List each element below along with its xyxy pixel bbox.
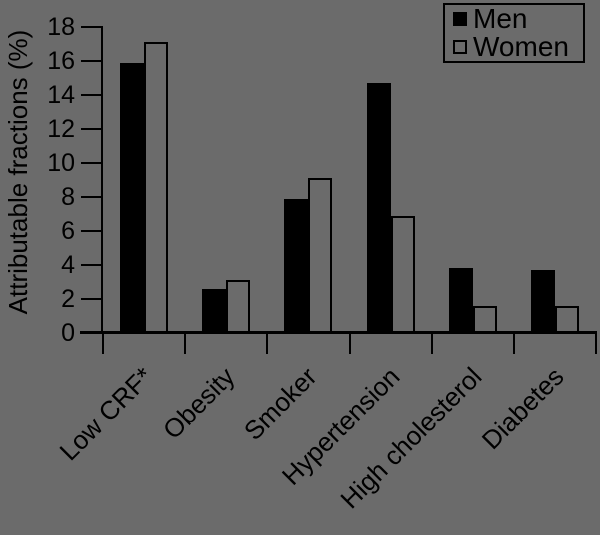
men-swatch-icon — [453, 12, 467, 26]
x-tick-mark — [266, 334, 269, 354]
y-tick-label: 6 — [61, 217, 75, 245]
bar-women-2 — [226, 280, 250, 333]
y-tick-mark — [81, 60, 103, 62]
x-tick-mark — [184, 334, 187, 354]
y-tick-mark — [81, 264, 103, 266]
legend-item-women: Women — [453, 31, 583, 62]
bar-men-6 — [531, 270, 555, 333]
y-tick-label: 14 — [47, 81, 75, 109]
legend: Men Women — [443, 3, 585, 63]
y-tick-mark — [81, 94, 103, 96]
x-axis-line — [80, 331, 597, 334]
y-axis-line — [101, 26, 103, 334]
bar-men-2 — [202, 289, 226, 333]
bar-men-3 — [284, 199, 308, 333]
x-tick-mark — [348, 334, 351, 354]
y-tick-mark — [81, 332, 103, 334]
y-axis-title: Attributable fractions (%) — [3, 29, 33, 315]
legend-label-men: Men — [473, 3, 528, 34]
bar-women-4 — [391, 216, 415, 333]
y-tick-label: 16 — [47, 47, 75, 75]
bar-women-6 — [555, 306, 579, 333]
x-tick-mark — [512, 334, 515, 354]
y-tick-mark — [81, 298, 103, 300]
y-tick-label: 2 — [61, 285, 75, 313]
y-tick-label: 12 — [47, 115, 75, 143]
x-tick-mark — [595, 334, 597, 354]
y-tick-label: 0 — [61, 319, 75, 347]
women-swatch-icon — [453, 40, 467, 54]
y-tick-mark — [81, 162, 103, 164]
bar-women-5 — [473, 306, 497, 333]
y-tick-label: 4 — [61, 251, 75, 279]
y-tick-label: 8 — [61, 183, 75, 211]
y-tick-mark — [81, 230, 103, 232]
legend-item-men: Men — [453, 3, 583, 34]
bar-women-1 — [144, 42, 168, 333]
x-tick-mark — [102, 334, 104, 354]
bar-men-1 — [120, 63, 144, 333]
bar-women-3 — [308, 178, 332, 333]
y-tick-mark — [81, 26, 103, 28]
y-tick-mark — [81, 196, 103, 198]
y-tick-mark — [81, 128, 103, 130]
x-tick-mark — [430, 334, 433, 354]
legend-label-women: Women — [473, 31, 569, 62]
y-tick-label: 10 — [47, 149, 75, 177]
bar-men-5 — [449, 268, 473, 333]
y-tick-label: 18 — [47, 13, 75, 41]
bar-men-4 — [367, 83, 391, 333]
